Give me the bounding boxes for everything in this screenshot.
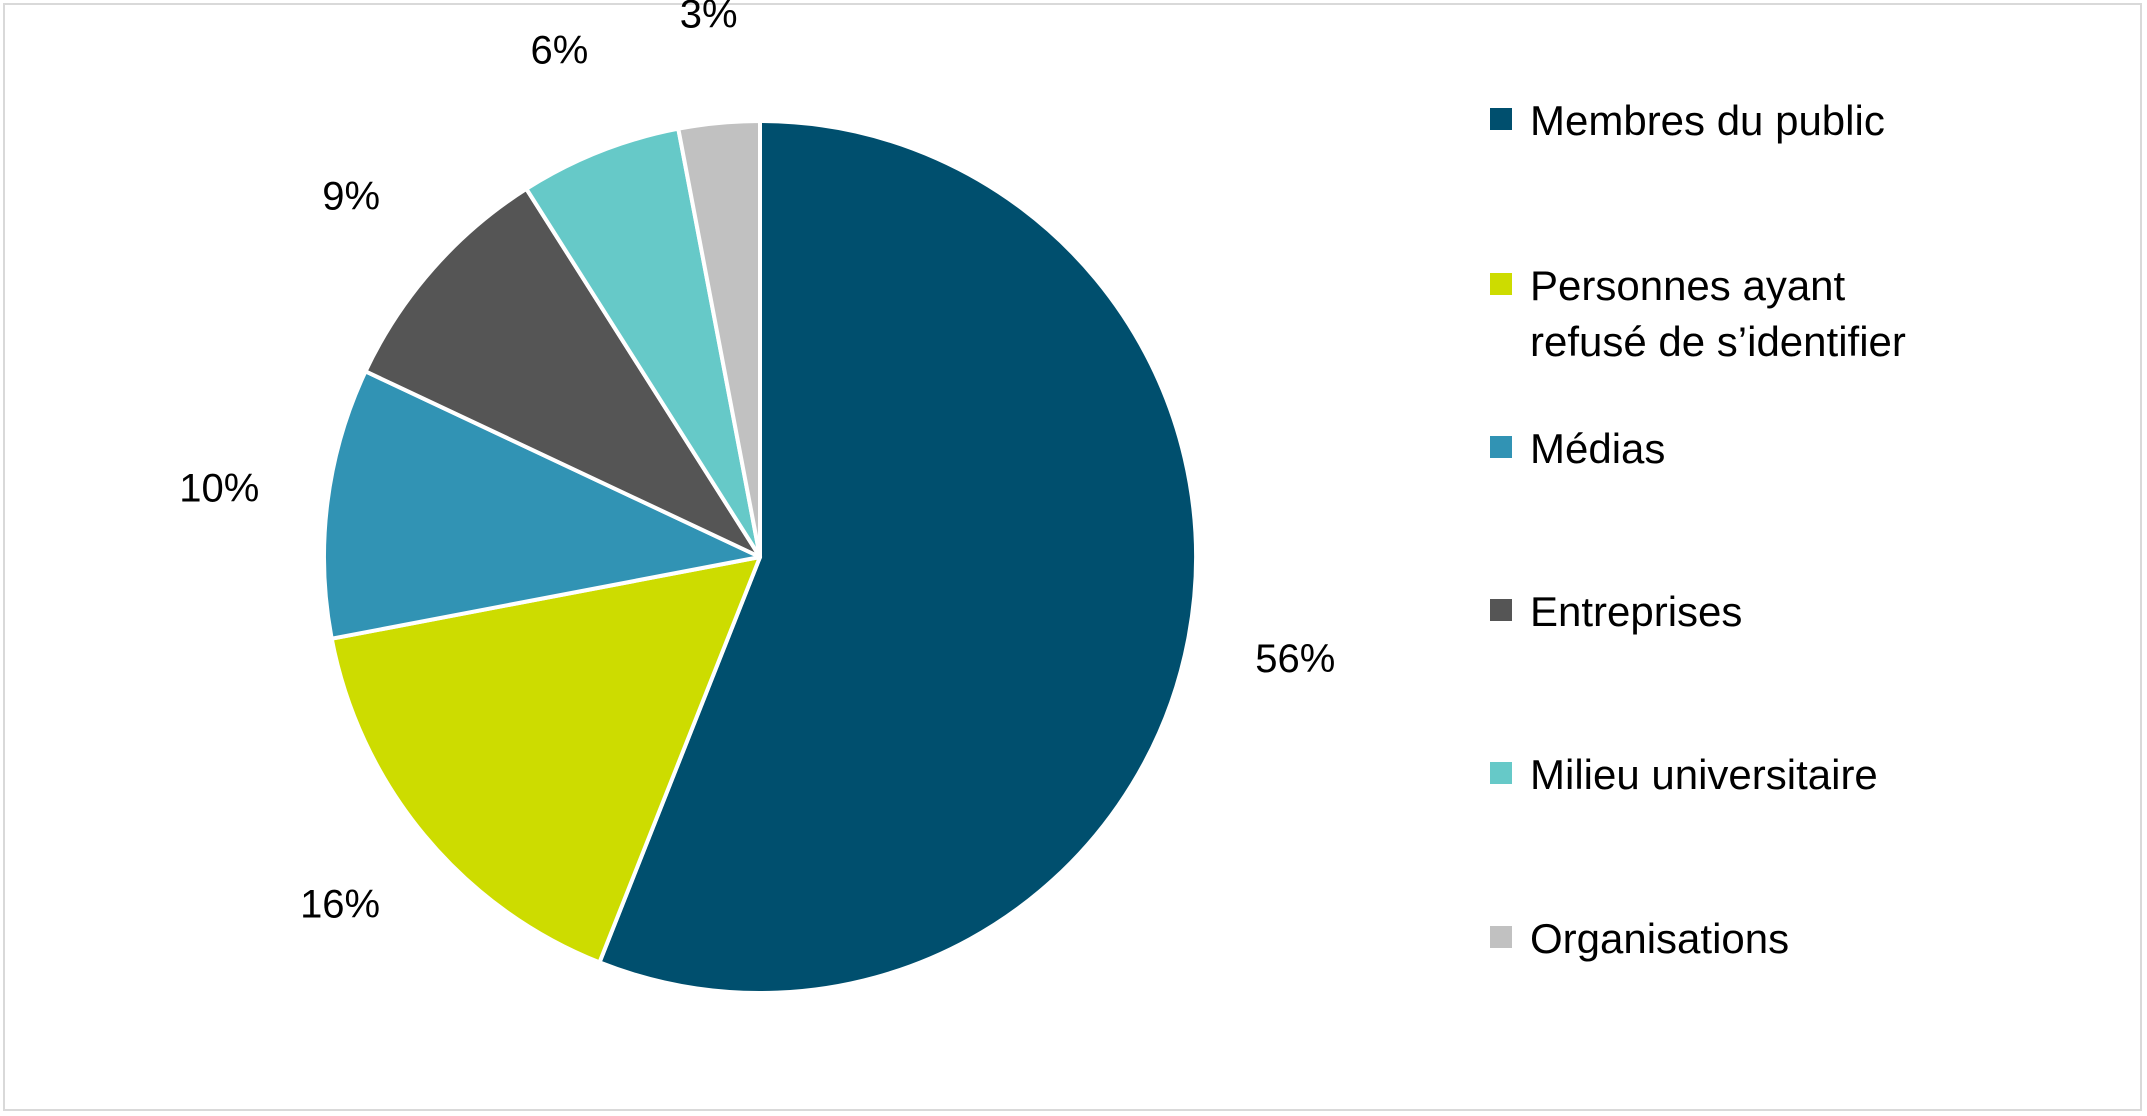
legend-swatch: [1490, 273, 1512, 295]
legend-swatch: [1490, 762, 1512, 784]
legend-swatch: [1490, 108, 1512, 130]
pie-data-label: 9%: [322, 175, 380, 219]
pie-slices: [322, 119, 1198, 995]
legend-item-medias: Médias: [1490, 421, 1970, 477]
legend-item-entreprises: Entreprises: [1490, 584, 1970, 640]
pie-slice-organisations: [676, 119, 762, 559]
legend: Membres du public Personnes ayant refusé…: [1490, 0, 2130, 1116]
legend-label: Médias: [1530, 425, 1666, 472]
legend-label: Milieu universitaire: [1530, 751, 1878, 798]
pie-slice-personnes-ayant-refuse-de-s-identifier: [329, 555, 762, 965]
legend-item-milieu-universitaire: Milieu universitaire: [1490, 747, 1970, 803]
pie-data-labels: 56% 16% 10% 9% 6% 3%: [179, 0, 1335, 926]
pie-data-label: 3%: [680, 0, 738, 36]
legend-label: Personnes ayant refusé de s’identifier: [1530, 262, 1906, 365]
legend-swatch: [1490, 599, 1512, 621]
legend-label: Entreprises: [1530, 588, 1743, 635]
legend-label: Organisations: [1530, 915, 1790, 962]
legend-item-membres-du-public: Membres du public: [1490, 93, 1970, 149]
pie-slice-milieu-universitaire: [524, 126, 762, 559]
legend-swatch: [1490, 436, 1512, 458]
pie-data-label: 56%: [1255, 637, 1335, 681]
legend-item-personnes-ayant-refuse: Personnes ayant refusé de s’identifier: [1490, 258, 1960, 370]
pie-slice-membres-du-public: [597, 119, 1198, 995]
pie-data-label: 16%: [300, 882, 380, 926]
legend-item-organisations: Organisations: [1490, 911, 1970, 967]
pie-data-label: 6%: [530, 28, 588, 72]
pie-slice-medias: [322, 369, 762, 641]
pie-slice-entreprises: [363, 186, 762, 559]
legend-swatch: [1490, 926, 1512, 948]
legend-label: Membres du public: [1530, 97, 1885, 144]
pie-data-label: 10%: [179, 467, 259, 511]
